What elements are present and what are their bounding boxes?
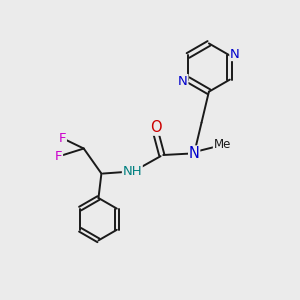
Text: F: F (59, 132, 66, 145)
Text: N: N (230, 47, 240, 61)
Text: F: F (55, 150, 62, 163)
Text: N: N (189, 146, 200, 161)
Text: Me: Me (214, 138, 231, 151)
Text: NH: NH (122, 165, 142, 178)
Text: O: O (150, 120, 162, 135)
Text: N: N (178, 75, 188, 88)
